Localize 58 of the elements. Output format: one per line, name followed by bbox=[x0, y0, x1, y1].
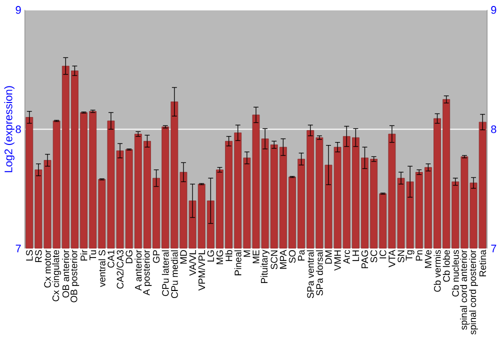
x-tick-label: MG bbox=[216, 250, 224, 264]
x-tick-label: VMH bbox=[334, 250, 341, 271]
y2-tick-label: 7 bbox=[491, 244, 496, 252]
x-tick-label: LH bbox=[352, 250, 359, 262]
x-tick-label: Cb lobe bbox=[442, 250, 450, 282]
x-tick-label: ventral S bbox=[98, 250, 106, 287]
x-tick-label: MVe bbox=[424, 250, 432, 268]
x-tick-label: Retina bbox=[479, 250, 486, 276]
x-tick-label: Pa bbox=[298, 250, 305, 261]
x-tick-label: MPA bbox=[280, 250, 286, 269]
x-tick-label: GP bbox=[152, 250, 160, 263]
x-tick-label: DG bbox=[126, 250, 132, 264]
x-tick-label: OB anterior bbox=[62, 250, 70, 298]
x-tick-label: IC bbox=[380, 250, 386, 258]
y-tick-label: 7 bbox=[16, 244, 21, 252]
x-tick-label: Tu bbox=[90, 250, 96, 260]
x-tick-label: SPa ventral bbox=[306, 250, 314, 298]
y2-tick-label: 8 bbox=[491, 125, 496, 134]
x-tick-label: OB posterior bbox=[70, 250, 80, 302]
x-tick-label: Pituitary bbox=[260, 250, 270, 284]
y-axis-title: Log2 (expression) bbox=[4, 86, 14, 172]
x-tick-label: Arc bbox=[343, 250, 350, 264]
x-tick-label: Cb vermis bbox=[434, 250, 441, 292]
x-tick-label: Tg bbox=[406, 250, 414, 261]
x-tick-label: M bbox=[244, 250, 250, 257]
x-tick-label: ME bbox=[252, 250, 260, 264]
x-tick-label: VA/VL bbox=[189, 250, 196, 276]
x-tick-label: LS bbox=[26, 250, 33, 261]
x-tick-label: Cx cingulate bbox=[52, 250, 61, 302]
x-tick-label: VPM/VPL bbox=[198, 250, 206, 291]
x-tick-label: A posterior bbox=[142, 250, 152, 296]
x-tick-label: Pn bbox=[416, 250, 422, 261]
x-tick-label: SO bbox=[288, 250, 296, 263]
x-tick-label: SN bbox=[398, 250, 404, 262]
x-tick-label: SPa dorsal bbox=[316, 250, 323, 296]
x-tick-label: DM bbox=[325, 250, 332, 264]
x-tick-label: CPu medial bbox=[170, 250, 178, 298]
x-tick-label: Cx motor bbox=[44, 250, 51, 288]
x-tick-label: A anterior bbox=[134, 250, 142, 291]
x-tick-label: CPu lateral bbox=[162, 250, 169, 296]
x-tick-label: CA2/CA3 bbox=[116, 250, 124, 289]
x-tick-label: LG bbox=[207, 250, 214, 262]
x-tick-label: spinal cord posterior bbox=[469, 250, 478, 335]
x-tick-label: PAG bbox=[361, 250, 368, 268]
x-tick-label: Pineal bbox=[234, 250, 242, 276]
x-tick-label: SC bbox=[370, 250, 378, 262]
x-tick-label: SCN bbox=[270, 250, 278, 270]
x-tick-label: Cb nucleus bbox=[452, 250, 459, 297]
y2-tick-label: 9 bbox=[491, 6, 496, 14]
x-tick-label: VTA bbox=[388, 250, 396, 268]
x-tick-label: Hb bbox=[225, 250, 232, 262]
x-tick-label: CA1 bbox=[108, 250, 114, 268]
y-tick-label: 9 bbox=[16, 6, 21, 14]
x-tick-label: spinal cord anterior bbox=[460, 250, 469, 330]
x-tick-label: MD bbox=[180, 250, 187, 264]
y-tick-label: 8 bbox=[16, 125, 21, 134]
x-tick-label: Pir bbox=[80, 250, 88, 261]
x-tick-label: RS bbox=[35, 250, 42, 262]
